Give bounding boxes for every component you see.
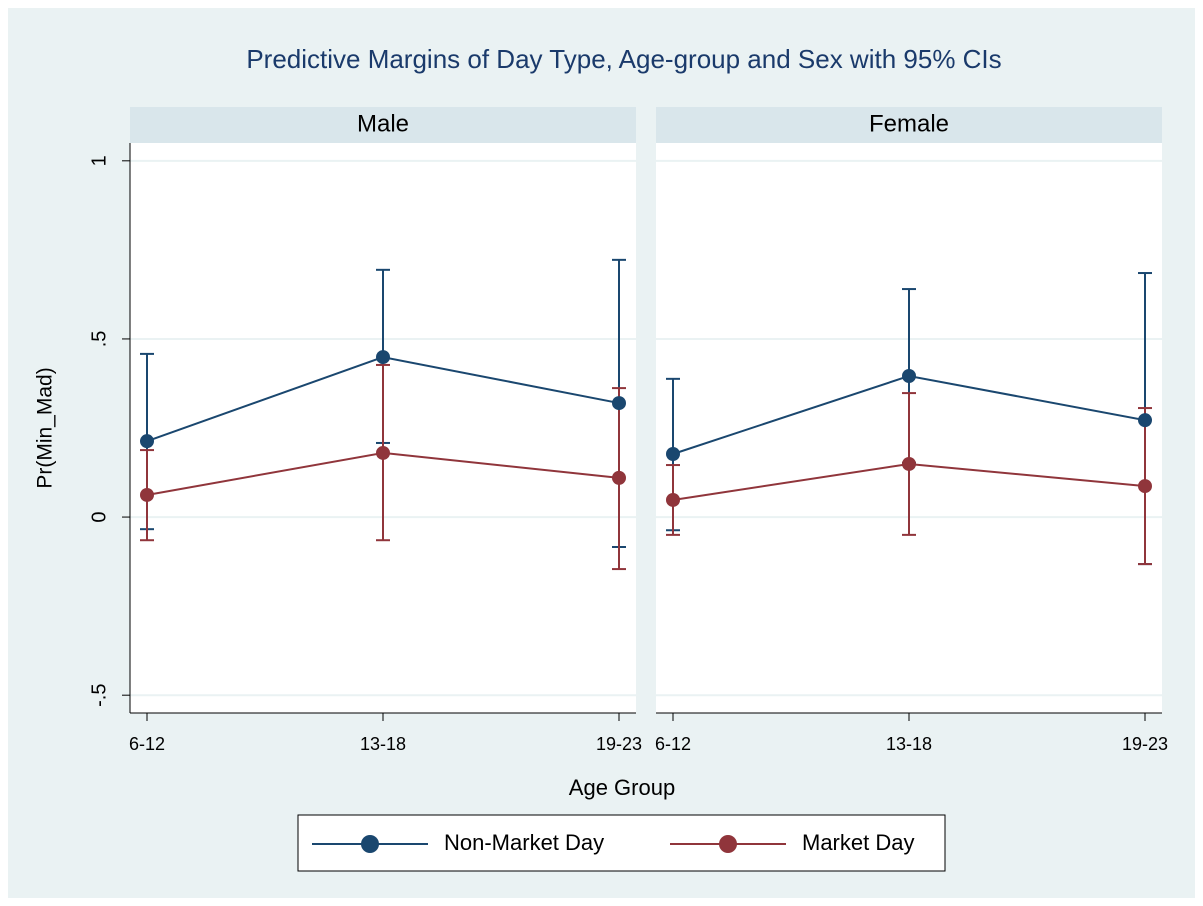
point: [666, 492, 680, 507]
point: [902, 368, 916, 383]
x-tick-label: 6-12: [129, 734, 165, 754]
x-tick-label: 19-23: [1122, 734, 1168, 754]
legend-label: Non-Market Day: [444, 830, 604, 855]
point: [612, 470, 626, 485]
point: [140, 487, 154, 502]
y-tick-label: .5: [88, 331, 110, 348]
x-tick-label: 19-23: [596, 734, 642, 754]
point: [666, 447, 680, 462]
chart-title: Predictive Margins of Day Type, Age-grou…: [246, 44, 1001, 74]
panel-title: Male: [357, 110, 409, 137]
point: [902, 456, 916, 471]
y-tick-label: -.5: [88, 684, 110, 707]
x-axis-label: Age Group: [569, 775, 675, 800]
point: [612, 396, 626, 411]
x-tick-label: 13-18: [360, 734, 406, 754]
x-tick-label: 13-18: [886, 734, 932, 754]
legend-marker: [361, 835, 379, 853]
legend-label: Market Day: [802, 830, 914, 855]
point: [1138, 479, 1152, 494]
y-axis-label: Pr(Min_Mad): [34, 367, 57, 488]
x-tick-label: 6-12: [655, 734, 691, 754]
legend-marker: [719, 835, 737, 853]
panel-header: [656, 107, 1162, 143]
point: [1138, 413, 1152, 428]
y-tick-label: 0: [88, 512, 110, 523]
panel-header: [130, 107, 636, 143]
point: [376, 350, 390, 365]
y-tick-label: 1: [88, 155, 110, 166]
point: [376, 445, 390, 460]
point: [140, 434, 154, 449]
panel-title: Female: [869, 110, 949, 137]
